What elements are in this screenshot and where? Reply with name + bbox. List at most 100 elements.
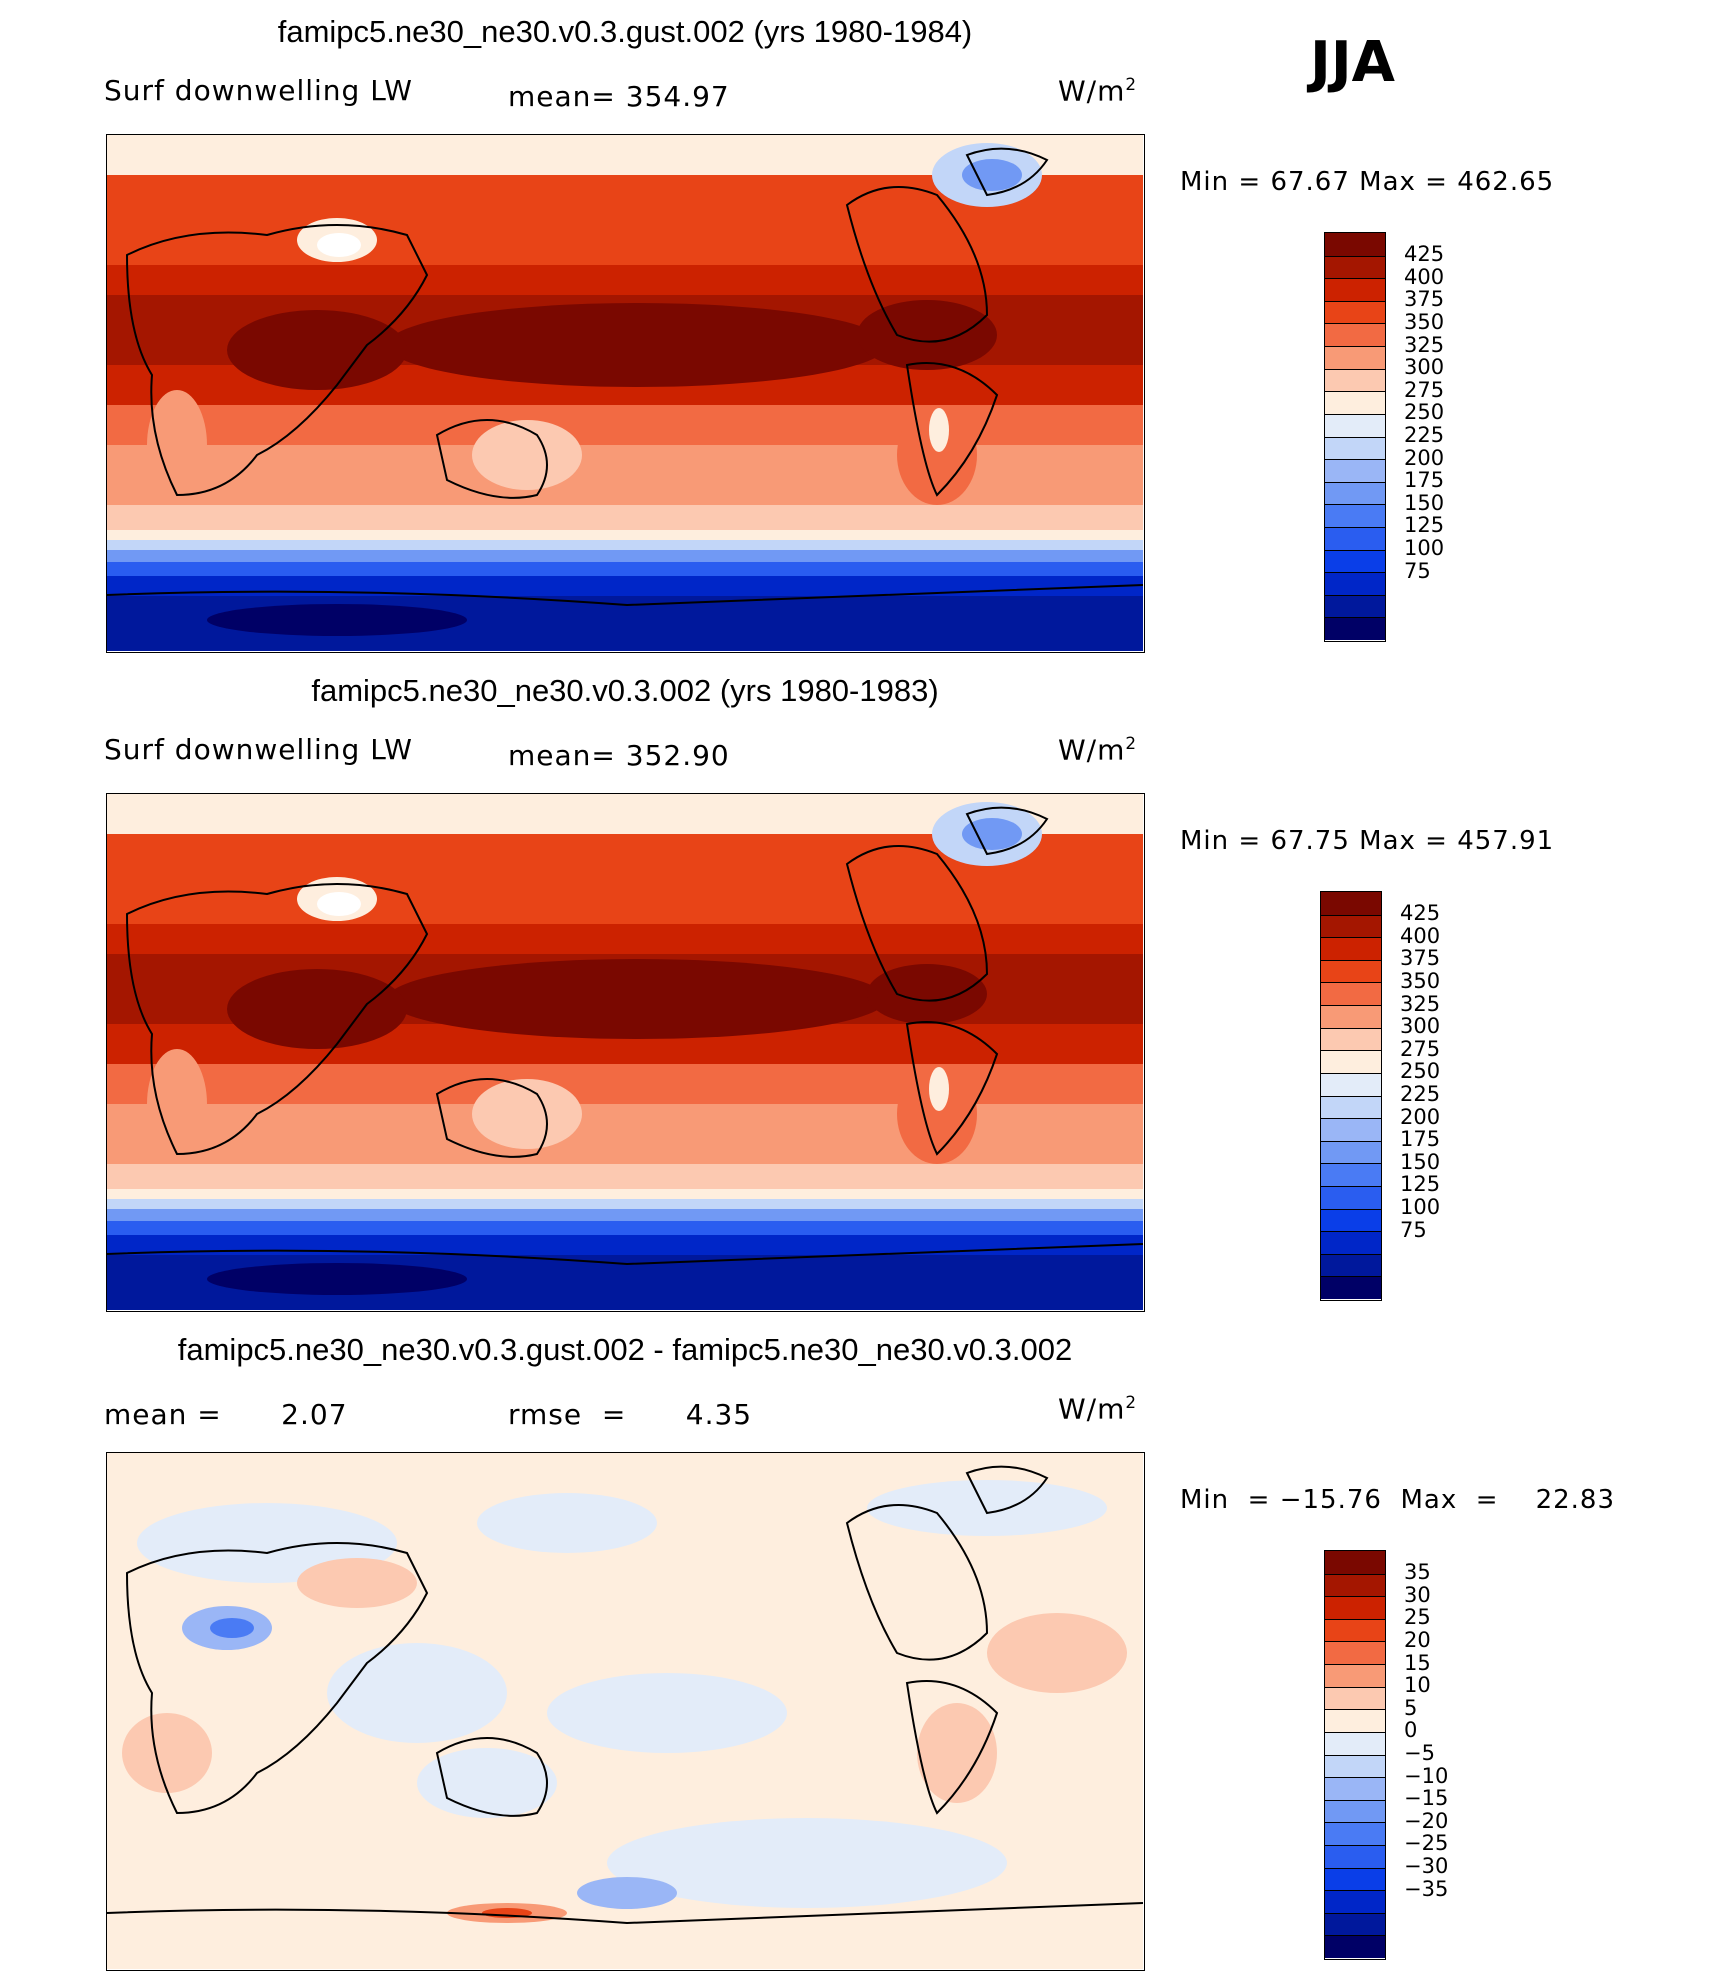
colorbar-swatch xyxy=(1325,1867,1385,1891)
colorbar-swatch xyxy=(1325,617,1385,641)
colorbar-tick-label: 200 xyxy=(1404,445,1445,470)
colorbar-divider xyxy=(1325,617,1385,619)
panel1-map xyxy=(106,134,1145,653)
panel3-title: famipc5.ne30_ne30.v0.3.gust.002 - famipc… xyxy=(177,1332,1073,1367)
colorbar-divider xyxy=(1325,278,1385,280)
colorbar-swatch xyxy=(1325,1664,1385,1688)
colorbar-divider xyxy=(1325,1822,1385,1824)
colorbar-swatch xyxy=(1325,1731,1385,1755)
colorbar-tick-label: 325 xyxy=(1400,991,1441,1016)
colorbar-swatch xyxy=(1321,1276,1381,1300)
panel3-mean-label: mean = 2.07 xyxy=(104,1398,348,1431)
colorbar-swatch xyxy=(1321,1185,1381,1210)
colorbar-divider xyxy=(1325,1935,1385,1937)
colorbar-tick-label: 425 xyxy=(1404,242,1445,267)
colorbar-divider xyxy=(1325,572,1385,574)
colorbar-swatch xyxy=(1325,436,1385,460)
colorbar-divider xyxy=(1325,1618,1385,1620)
colorbar-divider xyxy=(1325,323,1385,325)
colorbar-swatch xyxy=(1321,1163,1381,1187)
colorbar-tick-label: −10 xyxy=(1404,1763,1449,1788)
colorbar-swatch xyxy=(1325,459,1385,483)
colorbar-swatch xyxy=(1325,1754,1385,1778)
colorbar-tick-label: 200 xyxy=(1400,1104,1441,1129)
colorbar-swatch xyxy=(1321,1118,1381,1142)
colorbar-tick-label: 175 xyxy=(1404,468,1445,493)
panel3-units: W/m2 xyxy=(1058,1392,1138,1426)
colorbar-swatch xyxy=(1325,1822,1385,1846)
colorbar-swatch xyxy=(1325,346,1385,370)
colorbar-divider xyxy=(1325,1641,1385,1643)
colorbar-divider xyxy=(1325,481,1385,483)
colorbar-swatch xyxy=(1325,549,1385,573)
colorbar-tick-label: 225 xyxy=(1400,1082,1441,1106)
colorbar-swatch xyxy=(1325,1596,1385,1620)
colorbar-divider xyxy=(1321,1276,1381,1278)
colorbar-tick-label: 375 xyxy=(1404,287,1445,312)
colorbar-swatch xyxy=(1325,1641,1385,1665)
colorbar-divider xyxy=(1325,413,1385,415)
colorbar-tick-label: 35 xyxy=(1404,1560,1431,1585)
colorbar-swatch xyxy=(1325,1686,1385,1710)
colorbar-tick-label: 275 xyxy=(1404,377,1445,402)
colorbar-divider xyxy=(1325,1686,1385,1688)
colorbar-tick-label: −25 xyxy=(1404,1831,1449,1856)
colorbar-divider xyxy=(1325,436,1385,438)
colorbar-tick-label: 325 xyxy=(1404,332,1445,357)
colorbar-divider xyxy=(1325,1912,1385,1914)
colorbar-swatch xyxy=(1321,1208,1381,1232)
panel1-units: W/m2 xyxy=(1058,74,1138,108)
colorbar-tick-label: 5 xyxy=(1404,1695,1418,1720)
colorbar-divider xyxy=(1321,1140,1381,1142)
colorbar-divider xyxy=(1325,549,1385,551)
colorbar-swatch xyxy=(1325,481,1385,505)
colorbar-divider xyxy=(1325,459,1385,461)
colorbar-swatch xyxy=(1321,1050,1381,1074)
colorbar-swatch xyxy=(1325,572,1385,596)
colorbar-tick-label: 375 xyxy=(1400,946,1441,971)
colorbar-swatch xyxy=(1321,1231,1381,1255)
colorbar-swatch xyxy=(1325,413,1385,437)
colorbar-tick-label: 425 xyxy=(1400,901,1441,926)
colorbar-swatch xyxy=(1325,526,1385,551)
colorbar-tick-label: 175 xyxy=(1400,1127,1441,1152)
panel2-mean-label: mean= 352.90 xyxy=(508,739,730,772)
panel1-mean-label: mean= 354.97 xyxy=(508,80,730,113)
colorbar-tick-label: 125 xyxy=(1404,513,1445,538)
colorbar-tick-label: 0 xyxy=(1404,1718,1418,1743)
panel3-minmax: Min = −15.76 Max = 22.83 xyxy=(1180,1485,1616,1515)
colorbar-divider xyxy=(1325,594,1385,596)
colorbar-swatch xyxy=(1321,1095,1381,1119)
colorbar-tick-label: 75 xyxy=(1404,558,1431,583)
colorbar-tick-label: 75 xyxy=(1400,1217,1427,1242)
colorbar-swatch xyxy=(1321,1072,1381,1096)
colorbar-divider xyxy=(1325,1709,1385,1711)
colorbar-divider xyxy=(1325,504,1385,506)
colorbar-swatch xyxy=(1325,323,1385,347)
colorbar-swatch xyxy=(1325,1551,1385,1575)
colorbar-divider xyxy=(1325,300,1385,302)
colorbar-divider xyxy=(1321,982,1381,984)
colorbar-swatch xyxy=(1325,1935,1385,1959)
panel2-title: famipc5.ne30_ne30.v0.3.002 (yrs 1980-198… xyxy=(311,673,939,708)
panel1-colorbar xyxy=(1324,232,1386,642)
colorbar-tick-label: 275 xyxy=(1400,1036,1441,1061)
colorbar-swatch xyxy=(1325,300,1385,324)
colorbar-tick-label: 250 xyxy=(1404,400,1445,425)
colorbar-swatch xyxy=(1325,1844,1385,1869)
colorbar-tick-label: 300 xyxy=(1404,355,1445,380)
colorbar-divider xyxy=(1321,1185,1381,1187)
colorbar-divider xyxy=(1325,346,1385,348)
colorbar-divider xyxy=(1321,914,1381,916)
panel3-rmse-label: rmse = 4.35 xyxy=(508,1398,753,1431)
colorbar-tick-label: 20 xyxy=(1404,1627,1431,1652)
colorbar-swatch xyxy=(1321,1027,1381,1051)
colorbar-divider xyxy=(1325,1890,1385,1892)
colorbar-tick-label: 125 xyxy=(1400,1172,1441,1197)
colorbar-tick-label: −5 xyxy=(1404,1741,1435,1765)
panel3-map xyxy=(106,1452,1145,1971)
colorbar-divider xyxy=(1325,1573,1385,1575)
panel1-variable-label: Surf downwelling LW xyxy=(104,74,413,107)
colorbar-divider xyxy=(1321,937,1381,939)
colorbar-divider xyxy=(1321,1005,1381,1007)
